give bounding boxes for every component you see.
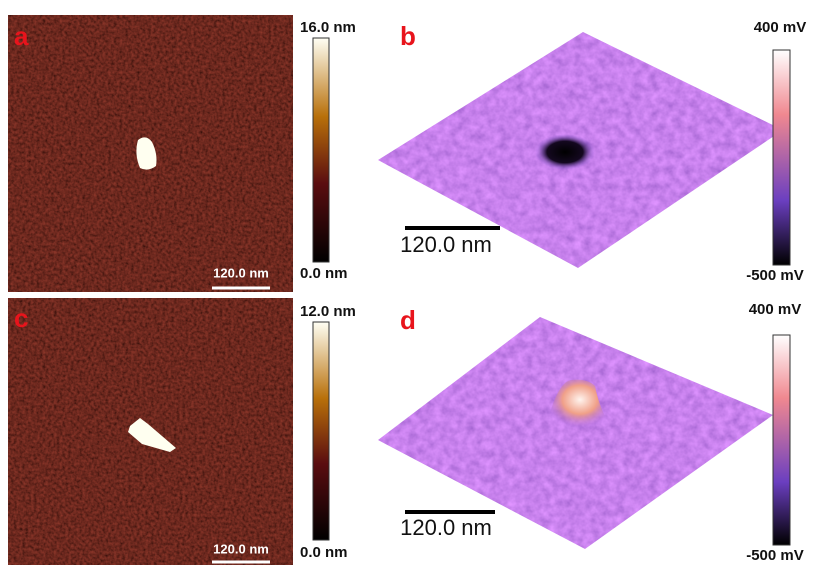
scale-bar-label: 120.0 nm (400, 232, 492, 257)
colorbar (773, 335, 790, 545)
panel-label: c (14, 303, 28, 333)
panel-label: a (14, 21, 29, 51)
colorbar-min: -500 mV (746, 267, 804, 284)
scale-bar-label: 120.0 nm (400, 515, 492, 540)
scale-bar-label: 120.0 nm (213, 541, 269, 556)
panel-label: d (400, 305, 416, 335)
colorbar-min: 0.0 nm (300, 265, 348, 282)
figure: a 120.0 nm 16.0 nm 0.0 nm b 120.0 nm 400… (0, 0, 814, 569)
colorbar-min: 0.0 nm (300, 544, 348, 561)
colorbar-max: 12.0 nm (300, 303, 356, 320)
panel-label: b (400, 21, 416, 51)
colorbar-min: -500 mV (746, 547, 804, 564)
colorbar-max: 400 mV (754, 19, 807, 36)
scale-bar-label: 120.0 nm (213, 265, 269, 280)
colorbar (313, 38, 329, 262)
colorbar (773, 50, 790, 265)
colorbar-max: 16.0 nm (300, 19, 356, 36)
colorbar-max: 400 mV (749, 301, 802, 318)
colorbar (313, 322, 329, 540)
